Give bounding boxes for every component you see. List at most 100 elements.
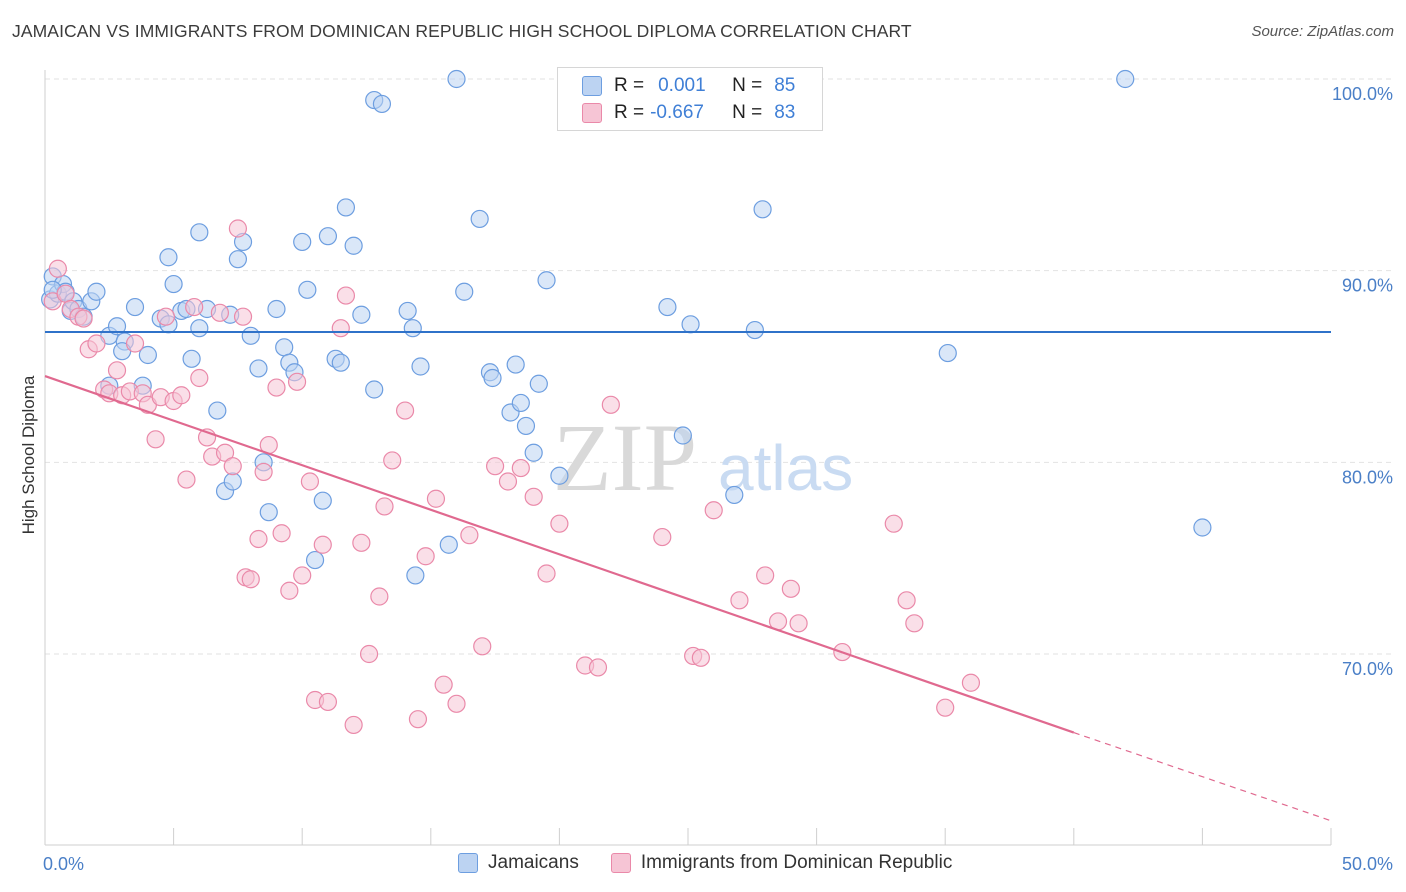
dominican-point: [447, 694, 466, 713]
jamaican-point: [293, 232, 312, 252]
jamaican-point: [516, 416, 536, 436]
dominican-point: [177, 470, 196, 489]
legend-row-jamaicans: R = 0.001 N = 85: [582, 73, 795, 99]
dominican-point: [383, 451, 402, 470]
x-tick-label: 50.0%: [1342, 854, 1393, 874]
jamaican-point: [483, 368, 502, 388]
jamaican-point: [403, 319, 422, 338]
dominican-point: [550, 514, 569, 533]
dominican-point: [884, 514, 903, 533]
jamaican-point: [159, 248, 178, 267]
dominican-point: [280, 581, 299, 600]
y-tick-label: 100.0%: [1332, 84, 1393, 104]
jamaican-point: [398, 301, 417, 321]
dominican-point: [537, 564, 556, 583]
dominican-point: [511, 458, 530, 478]
dominican-point: [215, 443, 235, 462]
dominican-point: [241, 570, 260, 589]
jamaican-point: [275, 338, 294, 357]
dominican-point: [125, 334, 145, 353]
legend-swatch-blue: [582, 76, 602, 96]
jamaican-point: [524, 443, 543, 462]
watermark-zip: ZIP: [553, 404, 697, 511]
jamaican-point: [336, 198, 356, 217]
jamaican-point: [164, 274, 183, 294]
dominican-point: [172, 386, 191, 405]
dominican-point: [395, 401, 415, 420]
dominican-point: [74, 309, 93, 328]
dominican-point: [318, 692, 338, 712]
y-tick-label: 80.0%: [1342, 467, 1393, 487]
y-axis-label: High School Diploma: [19, 375, 38, 534]
jamaican-point: [411, 357, 430, 376]
legend-swatch-pink: [582, 103, 602, 123]
dominican-point: [352, 533, 371, 552]
jamaican-point: [673, 426, 692, 445]
dominican-point: [416, 547, 435, 566]
dominican-point: [313, 535, 332, 554]
jamaican-point: [305, 550, 325, 570]
dominican-trend-line: [44, 375, 1075, 734]
dominican-point: [789, 614, 808, 633]
n-label: N =: [732, 102, 763, 123]
dominican-point: [756, 566, 775, 585]
jamaican-point: [506, 355, 525, 374]
jamaican-point: [344, 236, 363, 255]
jamaican-point: [455, 282, 474, 301]
jamaican-point: [107, 317, 127, 336]
dominican-point: [336, 286, 356, 305]
jamaican-point: [372, 94, 392, 114]
dominican-point: [781, 579, 800, 598]
jamaican-point: [208, 401, 227, 420]
jamaican-point: [537, 271, 556, 290]
dominican-point: [460, 526, 479, 545]
r-label: R =: [614, 75, 645, 96]
dominican-trend-extension: [1073, 732, 1332, 822]
dominican-point: [210, 303, 229, 322]
dominican-point: [272, 524, 291, 543]
jamaican-point: [406, 566, 425, 585]
jamaican-point: [681, 315, 700, 334]
dominican-point: [961, 673, 981, 692]
dominican-point: [730, 591, 749, 610]
dominican-point: [48, 259, 67, 278]
x-tick-label: 0.0%: [43, 854, 84, 874]
dominican-point: [370, 587, 389, 606]
jamaican-point: [241, 326, 260, 345]
jamaican-point: [725, 485, 744, 505]
source-label: Source: ZipAtlas.com: [1251, 23, 1394, 40]
dominican-point: [267, 378, 286, 397]
n-value: 85: [774, 75, 796, 96]
dominican-point: [56, 284, 75, 303]
dominican-point: [359, 644, 379, 664]
legend-swatch-jamaicans: [458, 853, 478, 873]
dominican-point: [375, 497, 394, 516]
dominican-point: [498, 472, 518, 491]
dominican-point: [287, 372, 307, 391]
dominican-point: [434, 675, 453, 694]
dominican-point: [190, 368, 209, 388]
jamaican-point: [365, 380, 384, 399]
trend-lines: [44, 331, 1332, 822]
jamaican-point: [1193, 518, 1212, 537]
n-label: N =: [732, 75, 763, 96]
dominican-point: [300, 472, 320, 491]
jamaican-point: [1116, 69, 1135, 89]
jamaican-point: [447, 69, 466, 89]
n-value: 83: [774, 102, 796, 123]
jamaican-point: [223, 472, 242, 491]
jamaican-point: [138, 345, 157, 365]
jamaican-point: [259, 503, 278, 522]
jamaican-point: [313, 491, 332, 510]
jamaican-point: [331, 353, 350, 372]
dominican-point: [426, 489, 446, 508]
axes: 70.0% 80.0% 90.0% 100.0% 0.0% 50.0%: [43, 70, 1393, 874]
jamaican-point: [228, 250, 247, 269]
r-value: 0.001: [658, 75, 706, 96]
jamaican-point: [745, 320, 764, 340]
jamaican-point: [87, 282, 106, 301]
dominican-point: [905, 614, 924, 633]
gridlines: [45, 78, 1394, 655]
dominican-point: [473, 637, 492, 656]
jamaican-point: [550, 466, 569, 485]
